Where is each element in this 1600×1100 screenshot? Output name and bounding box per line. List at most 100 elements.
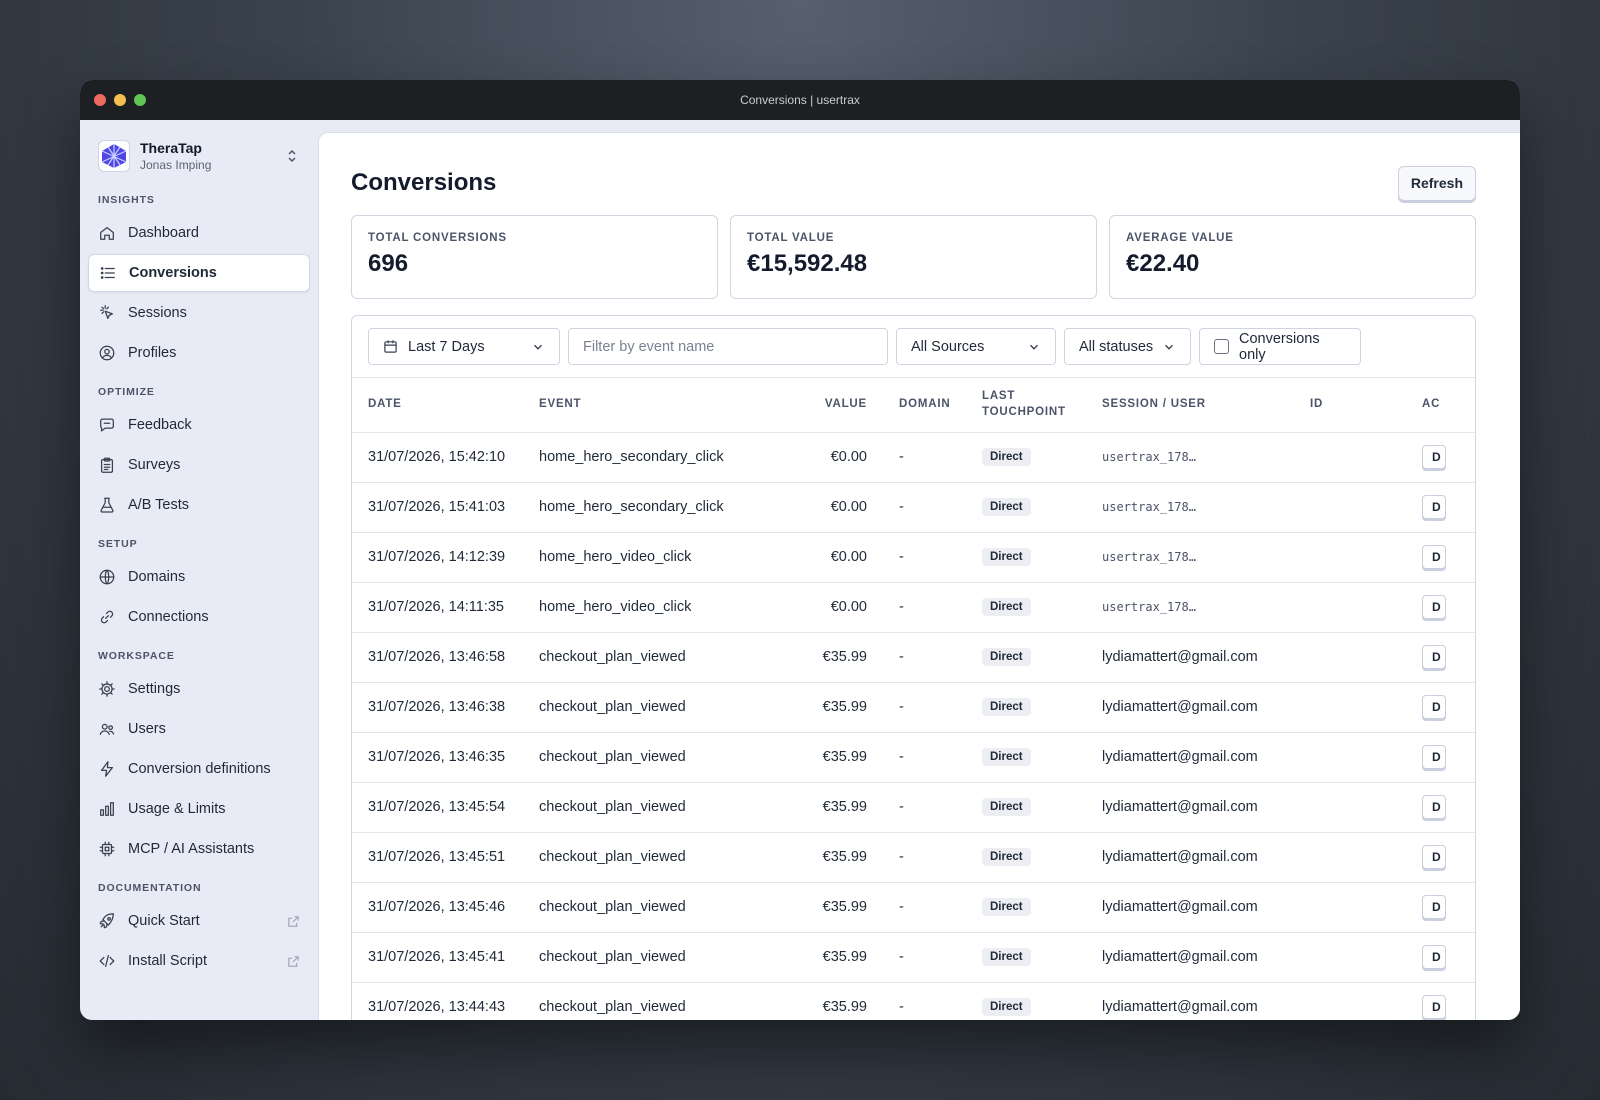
table-row[interactable]: 31/07/2026, 13:45:41 checkout_plan_viewed… <box>352 932 1475 983</box>
cell-value: €0.00 <box>783 582 883 633</box>
row-action-button[interactable]: D <box>1422 545 1446 569</box>
session-user-link[interactable]: lydiamattert@gmail.com <box>1102 849 1258 865</box>
session-user-link[interactable]: lydiamattert@gmail.com <box>1102 749 1258 765</box>
row-action-button[interactable]: D <box>1422 845 1446 869</box>
session-user-link[interactable]: lydiamattert@gmail.com <box>1102 999 1258 1015</box>
table-row[interactable]: 31/07/2026, 13:46:38 checkout_plan_viewed… <box>352 682 1475 733</box>
sidebar-item-domains[interactable]: Domains <box>88 558 310 596</box>
cell-value: €35.99 <box>783 932 883 983</box>
conversions-only-checkbox[interactable] <box>1214 339 1229 354</box>
stat-value: €22.40 <box>1126 250 1200 277</box>
table-row[interactable]: 31/07/2026, 13:44:43 checkout_plan_viewed… <box>352 982 1475 1020</box>
cell-session-user[interactable]: usertrax_178… <box>1086 482 1294 533</box>
close-window-button[interactable] <box>94 94 106 106</box>
row-action-button[interactable]: D <box>1422 895 1446 919</box>
row-action-button[interactable]: D <box>1422 645 1446 669</box>
sidebar-item-conversions[interactable]: Conversions <box>88 254 310 292</box>
cell-session-user[interactable]: usertrax_178… <box>1086 532 1294 583</box>
sidebar-item-sessions[interactable]: Sessions <box>88 294 310 332</box>
session-user-link[interactable]: usertrax_178… <box>1102 600 1196 614</box>
session-user-link[interactable]: lydiamattert@gmail.com <box>1102 899 1258 915</box>
table-row[interactable]: 31/07/2026, 13:45:46 checkout_plan_viewed… <box>352 882 1475 933</box>
session-user-link[interactable]: usertrax_178… <box>1102 500 1196 514</box>
session-user-link[interactable]: usertrax_178… <box>1102 450 1196 464</box>
row-action-button[interactable]: D <box>1422 445 1446 469</box>
column-header-date[interactable]: DATE <box>352 378 523 433</box>
sidebar-item-connections[interactable]: Connections <box>88 598 310 636</box>
column-header-value[interactable]: VALUE <box>783 378 883 433</box>
session-user-link[interactable]: lydiamattert@gmail.com <box>1102 699 1258 715</box>
cell-event: home_hero_secondary_click <box>523 432 783 483</box>
table-row[interactable]: 31/07/2026, 13:45:51 checkout_plan_viewed… <box>352 832 1475 883</box>
sources-select[interactable]: All Sources <box>896 328 1056 365</box>
refresh-button[interactable]: Refresh <box>1397 165 1476 201</box>
column-header-session-user[interactable]: SESSION / USER <box>1086 378 1294 433</box>
row-action-button[interactable]: D <box>1422 795 1446 819</box>
cell-value: €35.99 <box>783 832 883 883</box>
cell-date: 31/07/2026, 14:11:35 <box>352 582 523 633</box>
session-user-link[interactable]: lydiamattert@gmail.com <box>1102 949 1258 965</box>
column-header-event[interactable]: EVENT <box>523 378 783 433</box>
cell-date: 31/07/2026, 13:45:54 <box>352 782 523 833</box>
cell-session-user[interactable]: lydiamattert@gmail.com <box>1086 932 1294 983</box>
cell-domain: - <box>883 482 966 533</box>
sidebar-item-mcp-ai-assistants[interactable]: MCP / AI Assistants <box>88 830 310 868</box>
sidebar-item-install-script[interactable]: Install Script <box>88 942 310 980</box>
cell-id <box>1294 882 1406 933</box>
cell-session-user[interactable]: usertrax_178… <box>1086 432 1294 483</box>
table-row[interactable]: 31/07/2026, 13:46:58 checkout_plan_viewed… <box>352 632 1475 683</box>
row-action-button[interactable]: D <box>1422 745 1446 769</box>
cell-actions: D <box>1406 582 1475 633</box>
cell-touchpoint: Direct <box>966 732 1086 783</box>
cell-session-user[interactable]: lydiamattert@gmail.com <box>1086 782 1294 833</box>
row-action-button[interactable]: D <box>1422 495 1446 519</box>
sidebar-item-conversion-definitions[interactable]: Conversion definitions <box>88 750 310 788</box>
sidebar-item-a-b-tests[interactable]: A/B Tests <box>88 486 310 524</box>
cell-session-user[interactable]: usertrax_178… <box>1086 582 1294 633</box>
sidebar-item-feedback[interactable]: Feedback <box>88 406 310 444</box>
conversions-only-toggle[interactable]: Conversions only <box>1199 328 1361 365</box>
workspace-switcher[interactable]: TheraTap Jonas Imping <box>88 136 310 176</box>
row-action-button[interactable]: D <box>1422 945 1446 969</box>
sidebar-item-profiles[interactable]: Profiles <box>88 334 310 372</box>
cell-domain: - <box>883 982 966 1020</box>
minimize-window-button[interactable] <box>114 94 126 106</box>
column-header-id[interactable]: ID <box>1294 378 1406 433</box>
external-link-icon <box>288 955 299 967</box>
table-row[interactable]: 31/07/2026, 13:45:54 checkout_plan_viewed… <box>352 782 1475 833</box>
cell-session-user[interactable]: lydiamattert@gmail.com <box>1086 682 1294 733</box>
row-action-button[interactable]: D <box>1422 995 1446 1019</box>
column-header-last-touchpoint[interactable]: LAST TOUCHPOINT <box>966 378 1086 433</box>
table-row[interactable]: 31/07/2026, 14:11:35 home_hero_video_clic… <box>352 582 1475 633</box>
row-action-button[interactable]: D <box>1422 595 1446 619</box>
session-user-link[interactable]: usertrax_178… <box>1102 550 1196 564</box>
cell-session-user[interactable]: lydiamattert@gmail.com <box>1086 832 1294 883</box>
sidebar-section-optimize: OPTIMIZE <box>98 386 155 398</box>
cell-session-user[interactable]: lydiamattert@gmail.com <box>1086 982 1294 1020</box>
maximize-window-button[interactable] <box>134 94 146 106</box>
session-user-link[interactable]: lydiamattert@gmail.com <box>1102 649 1258 665</box>
cell-session-user[interactable]: lydiamattert@gmail.com <box>1086 732 1294 783</box>
sidebar-item-settings[interactable]: Settings <box>88 670 310 708</box>
sidebar-item-dashboard[interactable]: Dashboard <box>88 214 310 252</box>
date-range-select[interactable]: Last 7 Days <box>368 328 560 365</box>
table-row[interactable]: 31/07/2026, 14:12:39 home_hero_video_clic… <box>352 532 1475 583</box>
list-icon <box>100 267 115 279</box>
statuses-select[interactable]: All statuses <box>1064 328 1191 365</box>
column-header-domain[interactable]: DOMAIN <box>883 378 966 433</box>
sidebar-item-usage-limits[interactable]: Usage & Limits <box>88 790 310 828</box>
table-row[interactable]: 31/07/2026, 13:46:35 checkout_plan_viewed… <box>352 732 1475 783</box>
table-row[interactable]: 31/07/2026, 15:41:03 home_hero_secondary_… <box>352 482 1475 533</box>
session-user-link[interactable]: lydiamattert@gmail.com <box>1102 799 1258 815</box>
row-action-button[interactable]: D <box>1422 695 1446 719</box>
sidebar-item-quick-start[interactable]: Quick Start <box>88 902 310 940</box>
cell-session-user[interactable]: lydiamattert@gmail.com <box>1086 632 1294 683</box>
table-row[interactable]: 31/07/2026, 15:42:10 home_hero_secondary_… <box>352 432 1475 483</box>
sidebar-item-users[interactable]: Users <box>88 710 310 748</box>
sidebar: TheraTap Jonas Imping INSIGHTS Dashboard C… <box>80 120 318 1020</box>
touchpoint-badge: Direct <box>982 548 1031 566</box>
cell-domain: - <box>883 782 966 833</box>
event-filter-input[interactable] <box>568 328 888 365</box>
sidebar-item-surveys[interactable]: Surveys <box>88 446 310 484</box>
cell-session-user[interactable]: lydiamattert@gmail.com <box>1086 882 1294 933</box>
